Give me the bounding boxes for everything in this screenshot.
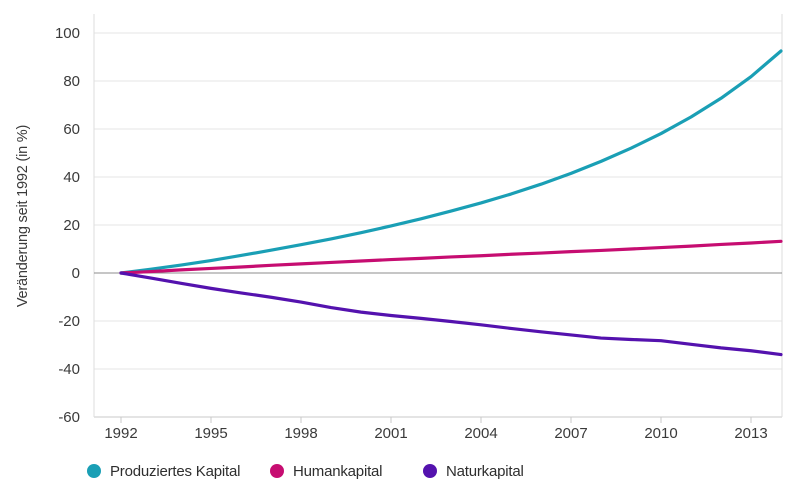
tick-labels: 100 80 60 40 20 0 -20 -40 -60 1992 1995 1998 2001 200… [55,25,768,442]
y-tick-label-80: 80 [63,73,80,90]
legend-label: Produziertes Kapital [110,462,241,480]
y-tick-label-40: 40 [63,169,80,186]
x-tick-label-2004: 2004 [464,425,497,442]
y-tick-label--60: -60 [58,409,80,426]
x-tick-label-2001: 2001 [374,425,407,442]
y-tick-label-100: 100 [55,25,80,42]
legend-label: Naturkapital [446,462,524,480]
legend: Produziertes Kapital Humankapital Naturk… [0,459,800,485]
legend-item-naturkapital: Naturkapital [423,459,524,483]
legend-item-humankapital: Humankapital [270,459,383,483]
legend-item-produziertes-kapital: Produziertes Kapital [87,459,240,483]
produziertes-kapital-dot-icon [87,464,101,478]
x-tick-label-2010: 2010 [644,425,677,442]
y-axis-title: Veränderung seit 1992 (in %) [15,125,31,307]
capital-change-line-chart: Veränderung seit 1992 (in %) 100 80 60 40 20… [15,14,783,442]
axes [93,14,783,423]
data-series-lines [119,49,783,357]
y-tick-label-0: 0 [72,265,80,282]
gridlines [94,32,782,418]
x-tick-label-1992: 1992 [104,425,137,442]
x-tick-label-2013: 2013 [734,425,767,442]
y-tick-label--20: -20 [58,313,80,330]
legend-label: Humankapital [293,462,383,480]
x-tick-label-1995: 1995 [194,425,227,442]
line-produziertes-kapital [119,49,783,275]
y-tick-label-60: 60 [63,121,80,138]
line-naturkapital [119,271,783,357]
x-tick-label-2007: 2007 [554,425,587,442]
y-tick-label--40: -40 [58,361,80,378]
x-tick-label-1998: 1998 [284,425,317,442]
humankapital-dot-icon [270,464,284,478]
naturkapital-dot-icon [423,464,437,478]
line-humankapital [119,239,783,275]
y-tick-label-20: 20 [63,217,80,234]
